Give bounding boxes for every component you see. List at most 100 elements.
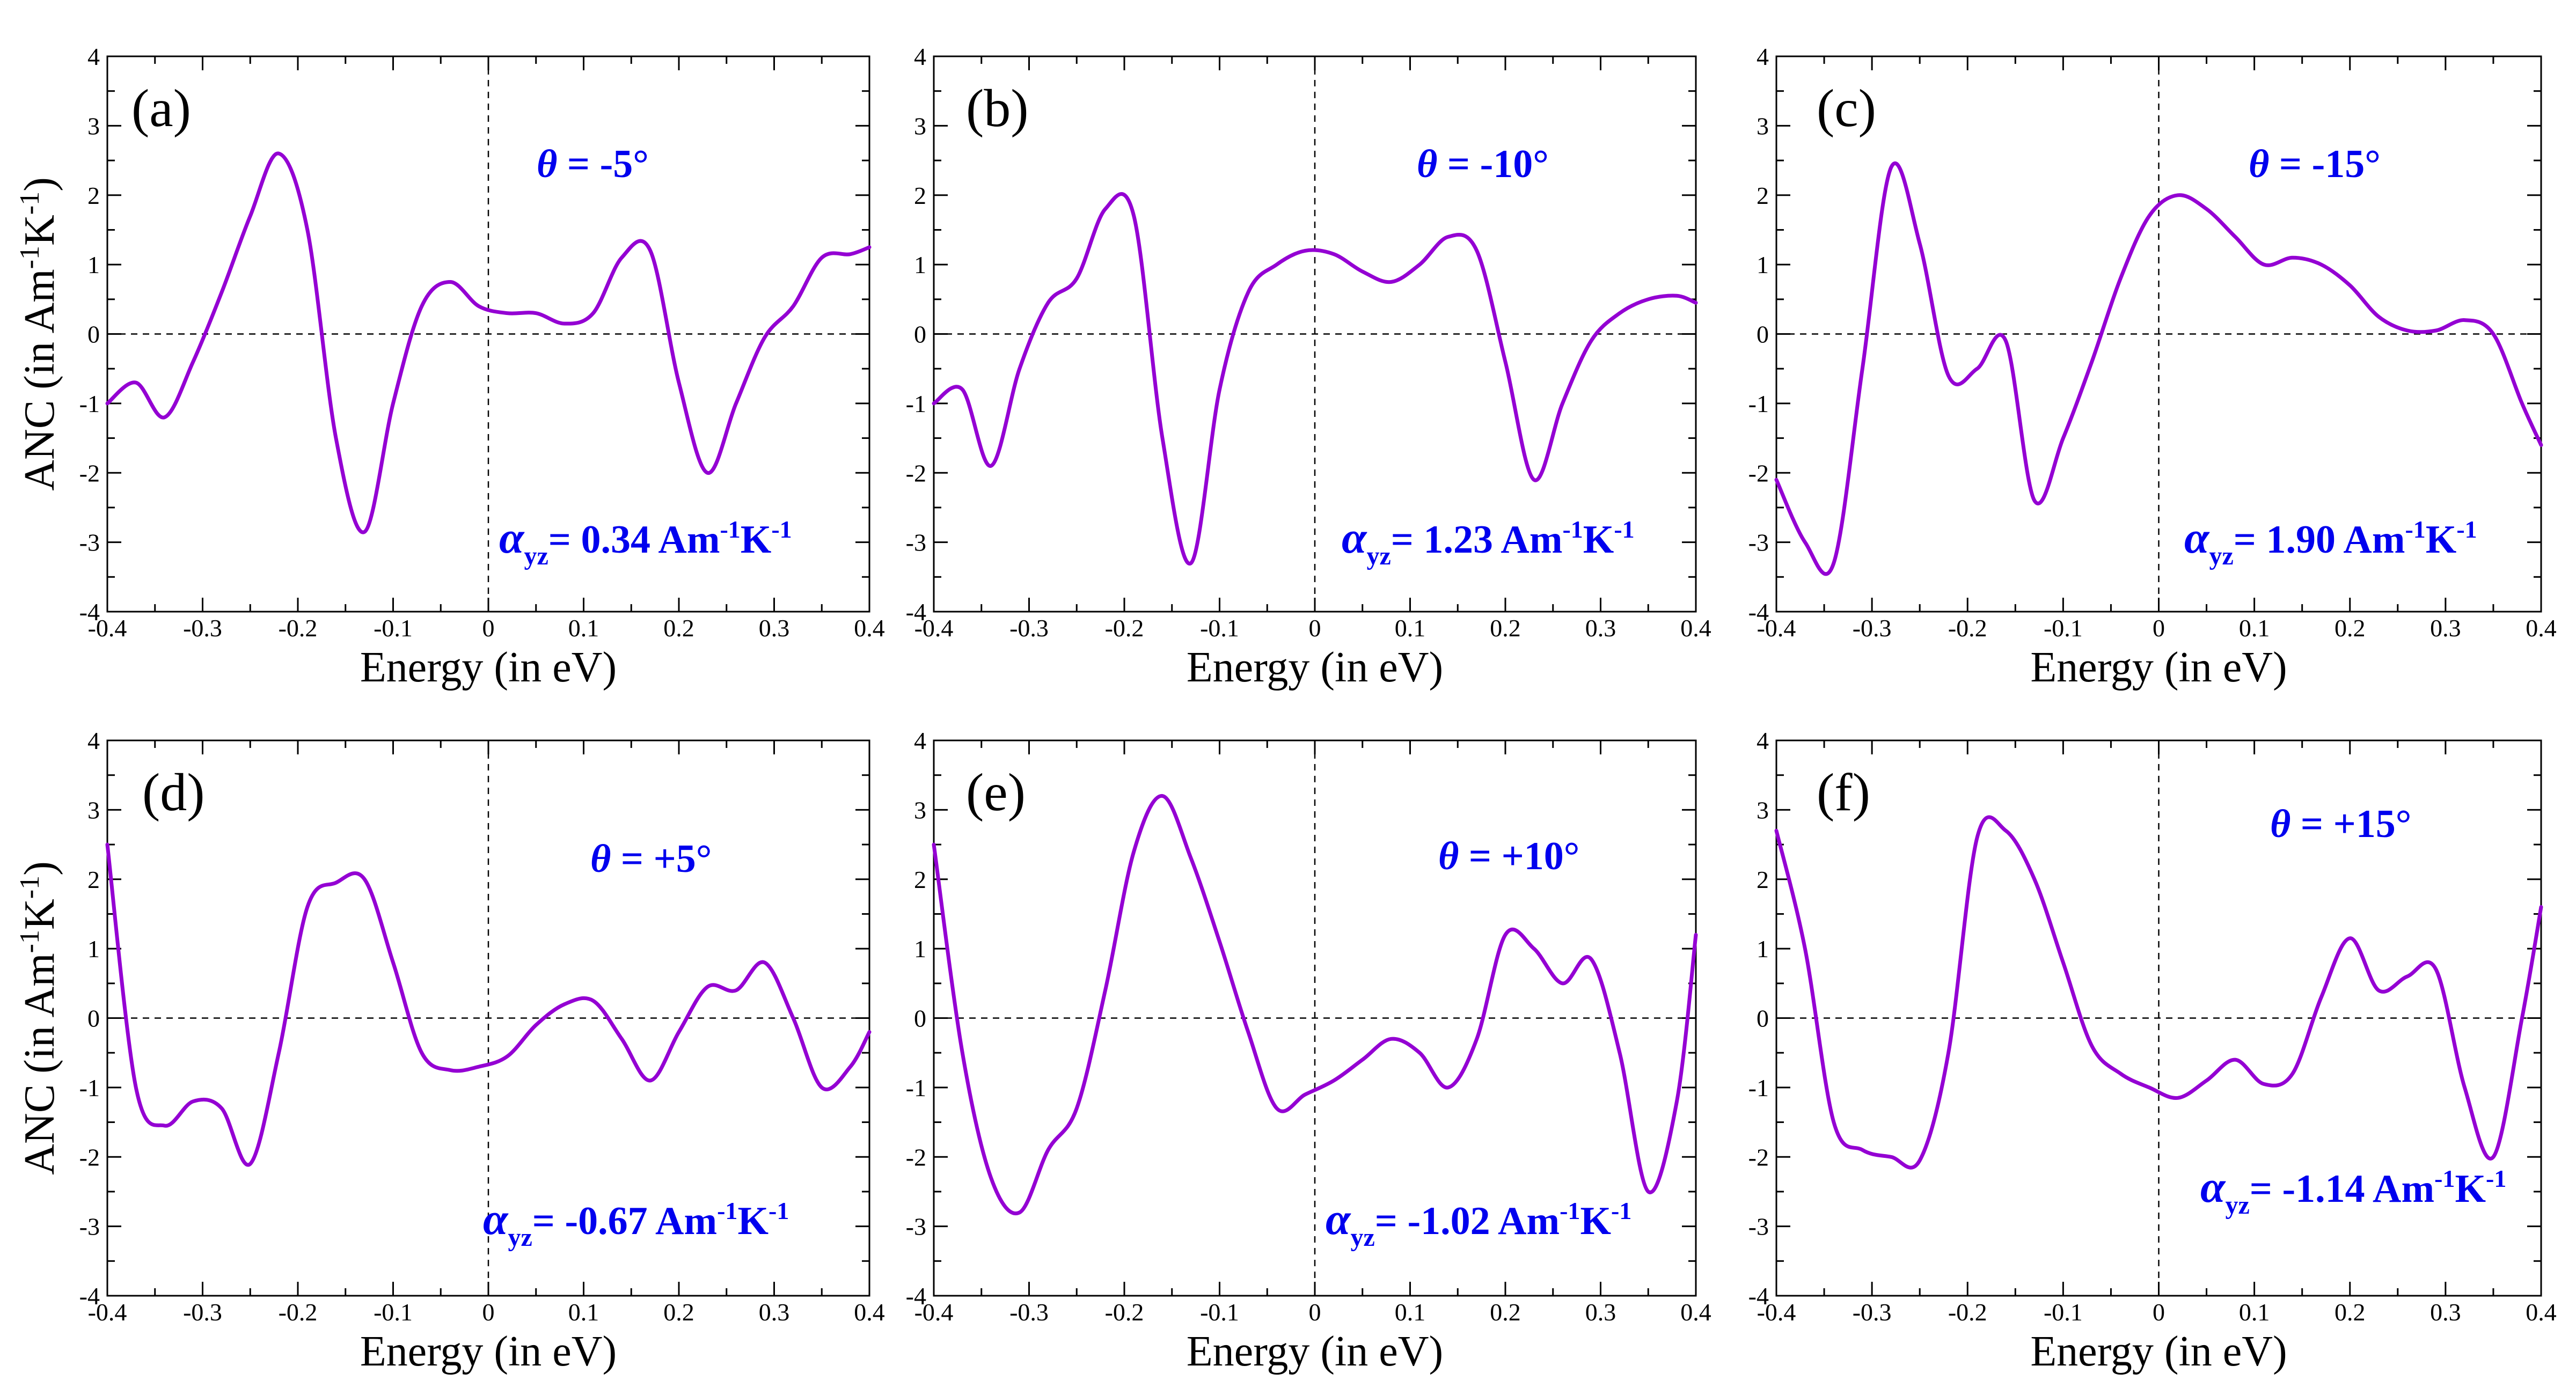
y-tick-label: -3 xyxy=(79,1213,100,1240)
x-tick-label: -0.4 xyxy=(88,1298,127,1326)
panel-letter: (f) xyxy=(1817,762,1870,822)
y-tick-label: -1 xyxy=(79,390,100,417)
anc-curve xyxy=(932,794,1698,1215)
y-tick-label: -4 xyxy=(1748,1282,1769,1310)
x-tick-label: 0 xyxy=(1309,1298,1321,1326)
x-tick-label: 0.2 xyxy=(663,1298,694,1326)
x-tick-label: 0.2 xyxy=(1490,1298,1521,1326)
x-tick-label: -0.1 xyxy=(1200,614,1239,642)
y-tick-label: -3 xyxy=(79,529,100,556)
y-tick-label: -2 xyxy=(906,459,926,487)
x-axis-title: Energy (in eV) xyxy=(1187,644,1443,691)
y-tick-label: 0 xyxy=(1757,1005,1769,1032)
x-tick-label: 0.2 xyxy=(2334,614,2366,642)
y-tick-label: 4 xyxy=(1757,727,1769,754)
y-tick-label: 2 xyxy=(914,182,926,209)
y-tick-label: -4 xyxy=(906,1282,926,1310)
panel-letter: (d) xyxy=(142,762,205,822)
x-tick-label: 0.4 xyxy=(2526,614,2557,642)
y-tick-label: 3 xyxy=(1757,112,1769,140)
y-tick-label: -1 xyxy=(906,390,926,417)
y-tick-label: 4 xyxy=(914,727,926,754)
x-tick-label: 0.3 xyxy=(759,614,790,642)
theta-label: θ = +5° xyxy=(590,837,712,881)
y-tick-label: -2 xyxy=(79,459,100,487)
x-tick-label: 0.4 xyxy=(2526,1298,2557,1326)
panel-letter: (c) xyxy=(1817,78,1876,138)
x-tick-label: 0.4 xyxy=(854,614,885,642)
x-tick-label: -0.2 xyxy=(1948,614,1987,642)
x-tick-label: -0.3 xyxy=(1009,614,1049,642)
y-tick-label: 1 xyxy=(914,935,926,963)
x-tick-label: 0.1 xyxy=(1395,1298,1426,1326)
panel-letter: (e) xyxy=(966,762,1026,822)
theta-label: θ = +10° xyxy=(1438,834,1579,878)
x-tick-label: 0 xyxy=(2153,614,2165,642)
y-tick-label: 4 xyxy=(1757,43,1769,70)
x-tick-label: -0.4 xyxy=(1757,614,1796,642)
x-tick-label: -0.4 xyxy=(1757,1298,1796,1326)
x-tick-label: 0.3 xyxy=(2430,614,2461,642)
x-tick-label: 0.1 xyxy=(1395,614,1426,642)
panel-a: -0.4 -0.3 -0.2 -0.1 0 0.1 0.2 0.3 0.4 -4 -3 -2 -1 0 1 2… xyxy=(14,43,885,691)
y-tick-label: -3 xyxy=(1748,1213,1769,1240)
x-tick-label: 0 xyxy=(1309,614,1321,642)
y-tick-label: 4 xyxy=(914,43,926,70)
x-tick-label: 0.3 xyxy=(2430,1298,2461,1326)
panel-d: -0.4 -0.3 -0.2 -0.1 0 0.1 0.2 0.3 0.4 -4 -3 -2 -1 0 1 2… xyxy=(14,727,885,1375)
y-tick-label: 0 xyxy=(914,321,926,348)
x-tick-label: -0.1 xyxy=(2044,614,2083,642)
x-tick-label: -0.4 xyxy=(914,1298,954,1326)
x-tick-label: -0.2 xyxy=(1105,614,1144,642)
y-tick-label: 2 xyxy=(1757,182,1769,209)
x-tick-label: 0.2 xyxy=(663,614,694,642)
y-tick-label: -2 xyxy=(1748,1143,1769,1171)
x-tick-label: 0.4 xyxy=(854,1298,885,1326)
alpha-label: αyz= 0.34 Am-1K-1 xyxy=(499,513,792,570)
y-tick-label: -1 xyxy=(1748,1074,1769,1102)
y-tick-label: -2 xyxy=(79,1143,100,1171)
x-tick-label: -0.3 xyxy=(183,614,222,642)
y-tick-label: 0 xyxy=(914,1005,926,1032)
y-tick-label: -4 xyxy=(1748,598,1769,626)
x-tick-label: 0 xyxy=(482,614,495,642)
y-tick-label: 3 xyxy=(1757,796,1769,824)
y-tick-label: -1 xyxy=(79,1074,100,1102)
x-tick-label: 0 xyxy=(482,1298,495,1326)
y-tick-label: 4 xyxy=(87,727,100,754)
alpha-label: αyz= 1.23 Am-1K-1 xyxy=(1342,513,1635,570)
x-tick-label: 0.3 xyxy=(759,1298,790,1326)
y-tick-label: 1 xyxy=(87,251,100,278)
y-tick-label: -1 xyxy=(906,1074,926,1102)
alpha-label: αyz= -0.67 Am-1K-1 xyxy=(483,1194,789,1252)
x-tick-label: 0.3 xyxy=(1585,614,1616,642)
y-tick-label: 3 xyxy=(914,796,926,824)
x-tick-label: 0.1 xyxy=(2239,614,2270,642)
y-tick-label: 0 xyxy=(1757,321,1769,348)
y-tick-label: 2 xyxy=(914,866,926,893)
y-tick-label: 0 xyxy=(87,321,100,348)
anc-curve xyxy=(105,842,872,1167)
x-tick-label: -0.3 xyxy=(183,1298,222,1326)
x-axis-title: Energy (in eV) xyxy=(2030,644,2287,691)
theta-label: θ = -10° xyxy=(1417,142,1549,186)
x-tick-label: 0.4 xyxy=(1680,614,1711,642)
y-tick-label: 2 xyxy=(1757,866,1769,893)
y-tick-label: 2 xyxy=(87,182,100,209)
y-axis-title: ANC (in Am-1K-1) xyxy=(14,177,64,490)
x-axis-title: Energy (in eV) xyxy=(2030,1328,2287,1375)
y-tick-label: 3 xyxy=(87,112,100,140)
y-tick-label: -4 xyxy=(79,598,100,626)
panel-c: -0.4 -0.3 -0.2 -0.1 0 0.1 0.2 0.3 0.4 -4 -3 -2 -1 0 1 2… xyxy=(1748,43,2557,691)
x-tick-label: 0.2 xyxy=(2334,1298,2366,1326)
theta-label: θ = -5° xyxy=(537,142,649,186)
y-tick-label: 0 xyxy=(87,1005,100,1032)
y-axis-title: ANC (in Am-1K-1) xyxy=(14,861,64,1174)
y-tick-label: -3 xyxy=(906,529,926,556)
x-axis-title: Energy (in eV) xyxy=(360,644,617,691)
x-tick-label: 0.2 xyxy=(1490,614,1521,642)
y-tick-label: 2 xyxy=(87,866,100,893)
x-axis-title: Energy (in eV) xyxy=(360,1328,617,1375)
x-tick-label: -0.3 xyxy=(1853,1298,1892,1326)
